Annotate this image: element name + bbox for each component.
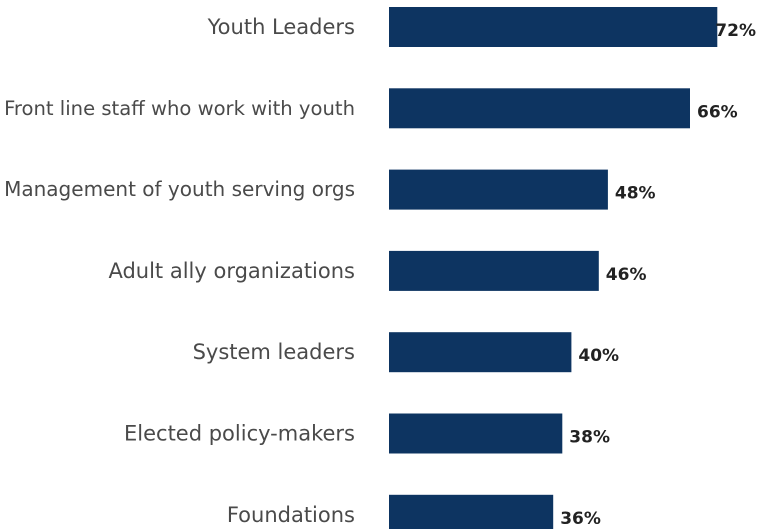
value-label-4: 40%	[578, 346, 619, 366]
value-label-2: 48%	[615, 184, 656, 204]
bar-4	[389, 332, 572, 373]
category-label-4: System leaders	[193, 340, 355, 364]
bar-6	[389, 494, 554, 529]
bar-1	[389, 88, 690, 129]
bar-5	[389, 413, 563, 454]
bars-group	[389, 7, 718, 529]
value-label-3: 46%	[606, 265, 647, 285]
category-label-3: Adult ally organizations	[108, 259, 355, 283]
value-label-1: 66%	[697, 102, 738, 122]
category-labels-group: Youth Leaders Front line staff who work w…	[4, 15, 355, 527]
value-label-6: 36%	[560, 509, 601, 529]
value-label-5: 38%	[569, 428, 610, 448]
value-labels-group: 72% 66% 48% 46% 40% 38% 36%	[560, 21, 756, 529]
bar-3	[389, 250, 599, 291]
category-label-0: Youth Leaders	[207, 15, 355, 39]
category-label-6: Foundations	[227, 503, 355, 527]
category-label-5: Elected policy-makers	[124, 422, 355, 446]
category-label-2: Management of youth serving orgs	[4, 177, 355, 201]
bar-0	[389, 7, 718, 47]
bar-2	[389, 169, 608, 210]
value-label-0: 72%	[715, 21, 756, 41]
category-label-1: Front line staff who work with youth	[4, 97, 355, 120]
